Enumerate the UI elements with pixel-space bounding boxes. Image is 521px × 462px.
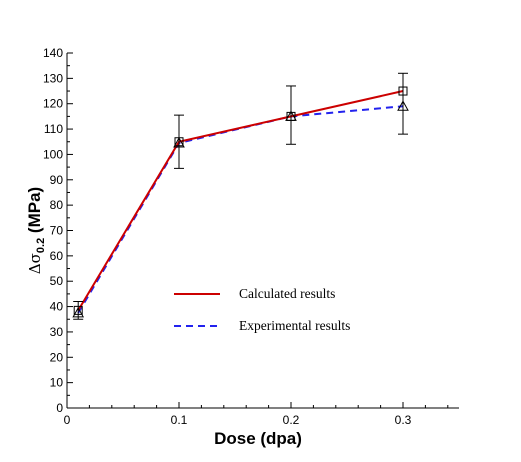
y-axis-title-symbol: Δσ: [26, 253, 44, 274]
y-tick-label: 110: [44, 122, 63, 136]
x-tick-label: 0.2: [283, 413, 300, 427]
legend: Calculated results Experimental results: [174, 286, 350, 333]
x-axis-title: Dose (dpa): [214, 429, 302, 448]
y-axis-title-unit: (MPa): [25, 187, 44, 238]
data-point-triangle: [173, 136, 185, 148]
series-line-calculated: [77, 90, 404, 311]
series-layer: [72, 72, 409, 320]
y-tick-label: 120: [43, 97, 63, 111]
y-tick-label: 20: [50, 350, 64, 364]
y-axis-title: Δσ0.2 (MPa): [25, 187, 47, 274]
y-tick-label: 70: [50, 224, 64, 238]
data-point-triangle: [285, 110, 297, 121]
data-point-triangle: [72, 306, 85, 318]
y-tick-label: 50: [50, 274, 64, 288]
legend-label-experimental: Experimental results: [239, 318, 350, 333]
y-tick-label: 130: [43, 71, 63, 85]
y-tick-label: 40: [50, 300, 64, 314]
y-tick-label: 140: [43, 46, 63, 60]
y-tick-label: 30: [50, 325, 64, 339]
y-tick-label: 100: [43, 147, 63, 161]
y-tick-label: 80: [50, 198, 64, 212]
y-tick-label: 10: [50, 376, 64, 390]
data-point-triangle: [397, 100, 409, 111]
axes: 0 10 20 30 40 50 60 70 80 90 100 110 120 130 140 0 0.1 0.…: [43, 46, 459, 427]
y-tick-label: 0: [56, 401, 63, 415]
x-tick-label: 0.1: [171, 413, 188, 427]
data-point-square: [398, 86, 408, 96]
x-tick-label: 0.3: [395, 413, 412, 427]
legend-label-calculated: Calculated results: [239, 286, 335, 301]
series-line-experimental: [77, 105, 404, 314]
y-axis-title-subscript: 0.2: [35, 238, 47, 253]
data-point-square: [73, 305, 83, 315]
y-tick-label: 60: [50, 249, 64, 263]
y-tick-label: 90: [50, 173, 64, 187]
x-tick-label: 0: [64, 413, 71, 427]
